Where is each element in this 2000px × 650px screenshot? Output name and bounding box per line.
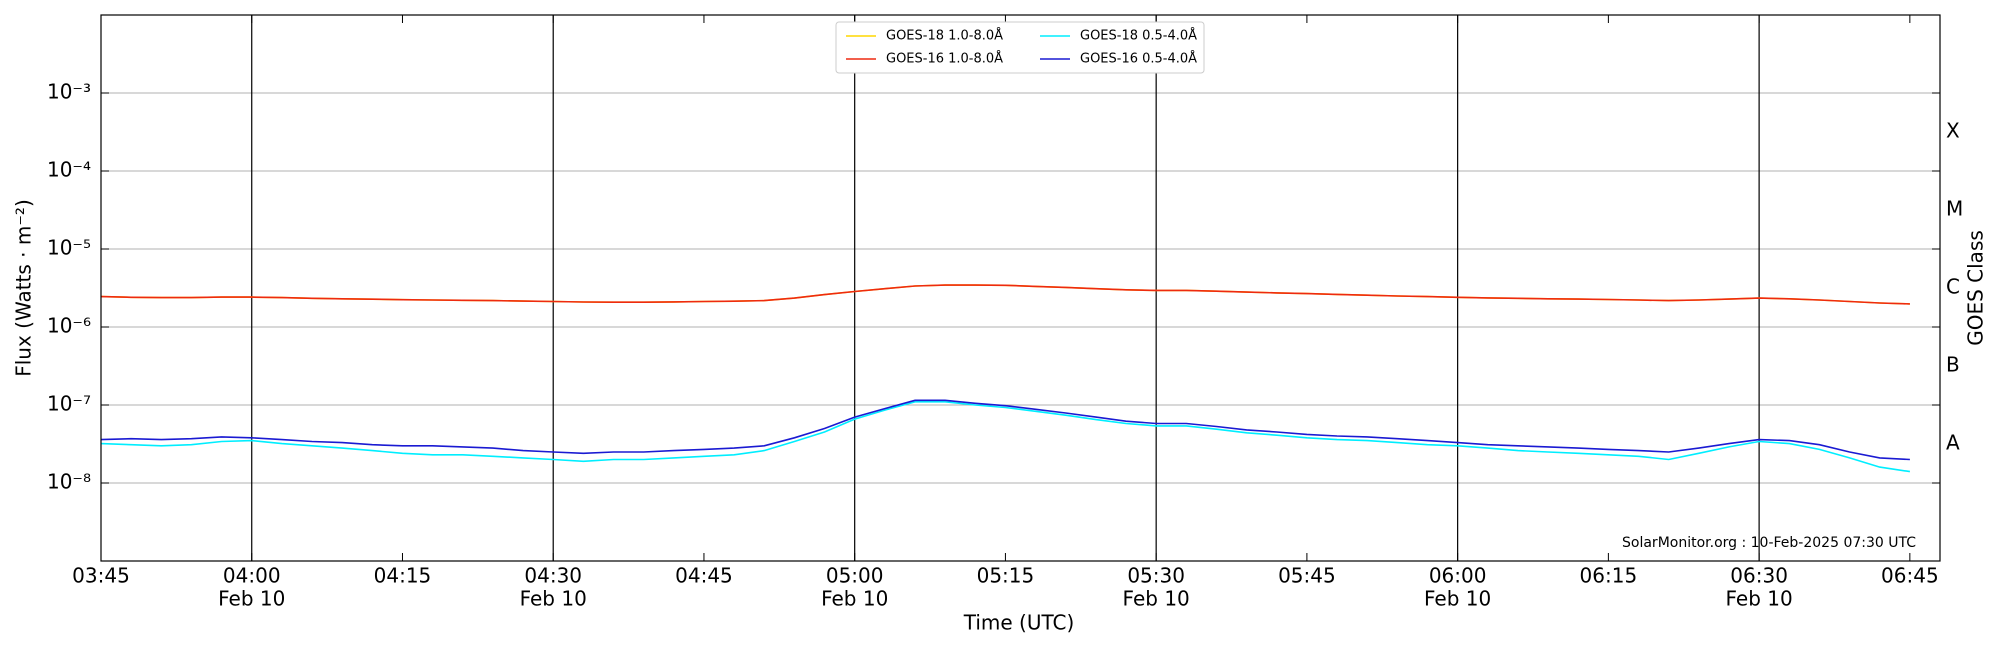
x-tick-label: 06:00 bbox=[1429, 564, 1487, 588]
x-tick-label: Feb 10 bbox=[821, 587, 888, 611]
x-tick-label: Feb 10 bbox=[218, 587, 285, 611]
class-label: B bbox=[1946, 353, 1960, 377]
x-tick-label: Feb 10 bbox=[1726, 587, 1793, 611]
series-line bbox=[100, 284, 1910, 305]
x-tick-label: 06:30 bbox=[1730, 564, 1788, 588]
y-tick-label: 10⁻⁵ bbox=[47, 236, 91, 260]
x-tick-label: 06:15 bbox=[1580, 564, 1638, 588]
class-label: C bbox=[1946, 275, 1960, 299]
y-tick-label: 10⁻⁷ bbox=[47, 392, 91, 416]
x-tick-label: 04:30 bbox=[524, 564, 582, 588]
x-tick-label: Feb 10 bbox=[1424, 587, 1491, 611]
series-line bbox=[100, 401, 1911, 473]
x-tick-label: 05:30 bbox=[1127, 564, 1185, 588]
x-tick-label: 04:45 bbox=[675, 564, 733, 588]
plot-frame bbox=[100, 14, 1941, 562]
x-tick-label: 05:45 bbox=[1278, 564, 1336, 588]
class-label: X bbox=[1946, 119, 1960, 143]
x-tick-label: 05:00 bbox=[826, 564, 884, 588]
y-tick-label: 10⁻³ bbox=[47, 80, 91, 104]
x-tick-label: Feb 10 bbox=[1123, 587, 1190, 611]
y2-axis-label: GOES Class bbox=[1964, 230, 1988, 346]
x-tick-label: 04:15 bbox=[374, 564, 432, 588]
legend-label: GOES-16 1.0-8.0Å bbox=[886, 51, 1003, 67]
y-axis-label: Flux (Watts · m⁻²) bbox=[12, 199, 36, 377]
x-tick-label: 05:15 bbox=[977, 564, 1035, 588]
annotation: SolarMonitor.org : 10-Feb-2025 07:30 UTC bbox=[1622, 535, 1916, 551]
series-line bbox=[100, 284, 1910, 305]
x-tick-label: 03:45 bbox=[72, 564, 130, 588]
series-line bbox=[100, 399, 1910, 461]
class-label: A bbox=[1946, 431, 1960, 455]
legend-label: GOES-18 1.0-8.0Å bbox=[886, 28, 1003, 44]
legend-box bbox=[835, 21, 1205, 74]
y-tick-label: 10⁻⁴ bbox=[47, 158, 91, 182]
legend-label: GOES-18 0.5-4.0Å bbox=[1080, 28, 1197, 44]
x-tick-label: 06:45 bbox=[1881, 564, 1939, 588]
class-label: M bbox=[1946, 197, 1963, 221]
y-tick-label: 10⁻⁶ bbox=[47, 314, 91, 338]
x-axis-label: Time (UTC) bbox=[963, 611, 1075, 635]
x-tick-label: Feb 10 bbox=[520, 587, 587, 611]
x-tick-label: 04:00 bbox=[223, 564, 281, 588]
y-tick-label: 10⁻⁸ bbox=[47, 470, 91, 494]
legend-label: GOES-16 0.5-4.0Å bbox=[1080, 51, 1197, 67]
